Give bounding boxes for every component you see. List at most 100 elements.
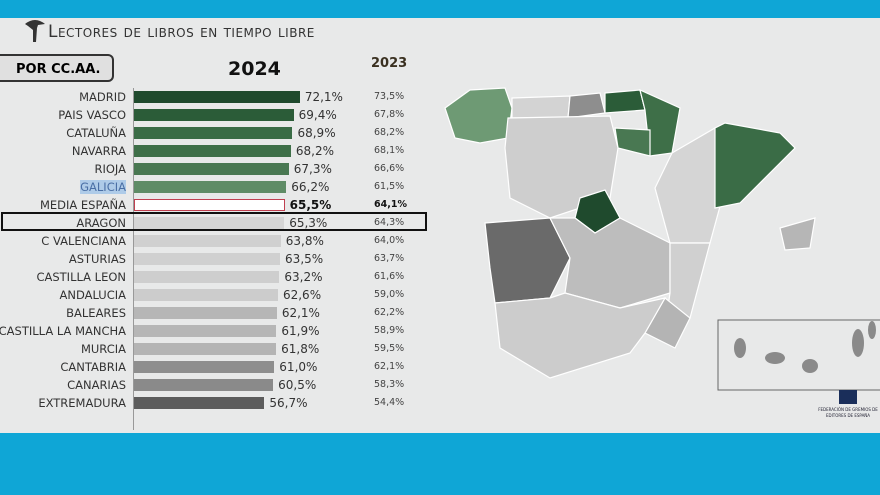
value-2024: 63,2% (284, 270, 323, 284)
bar-2024 (134, 109, 294, 121)
value-2024: 63,8% (285, 234, 324, 248)
value-2024: 63,5% (285, 252, 324, 266)
value-2023: 58,3% (374, 379, 405, 390)
por-ccaa-tab[interactable]: POR CC.AA. (0, 54, 114, 82)
value-2024: 72,1% (304, 90, 343, 104)
bar-2024 (134, 127, 293, 139)
bar-row: NAVARRA 68,2% 68,1% (0, 142, 440, 160)
category-label: EXTREMADURA (38, 396, 126, 410)
value-2023: 62,2% (374, 307, 405, 318)
value-2024: 65,5% (289, 198, 332, 212)
value-2023: 62,1% (374, 361, 405, 372)
category-label: CATALUÑA (66, 126, 126, 140)
map-region-cantabria (567, 92, 606, 119)
logo-text: FEDERACIÓN DE GREMIOS DE EDITORES DE ESP… (818, 407, 878, 418)
spain-map (444, 87, 880, 391)
bar-2024 (134, 289, 278, 301)
bar-2024 (134, 325, 277, 337)
canarias-inset (717, 319, 880, 391)
value-2023: 68,2% (374, 127, 405, 138)
category-label: CASTILLA LA MANCHA (0, 324, 126, 338)
value-2024: 62,6% (282, 288, 322, 302)
value-2024: 69,4% (298, 108, 337, 122)
value-2024: 56,7% (269, 396, 308, 410)
map-region-pais-vasco (604, 89, 646, 114)
category-label: MEDIA ESPAÑA (39, 198, 126, 212)
map-region-rioja (614, 127, 651, 157)
value-2024: 68,9% (297, 126, 336, 140)
value-2023: 68,1% (374, 145, 405, 156)
value-2024: 68,2% (295, 144, 334, 158)
value-2024: 66,2% (291, 180, 330, 194)
map-region-cataluna (714, 122, 796, 209)
bar-axis (133, 88, 134, 430)
value-2024: 67,3% (293, 162, 332, 176)
value-2023: 61,5% (374, 181, 405, 192)
category-label: NAVARRA (71, 144, 126, 158)
bar-row: RIOJA 67,3% 66,6% (0, 160, 440, 178)
bar-row: MADRID 72,1% 73,5% (0, 88, 440, 106)
value-2023: 66,6% (374, 163, 405, 174)
category-label: ASTURIAS (68, 252, 126, 266)
category-label: MURCIA (80, 342, 126, 356)
bar-row: GALICIA 66,2% 61,5% (0, 178, 440, 196)
bar-row: CATALUÑA 68,9% 68,2% (0, 124, 440, 142)
bar-row: PAIS VASCO 69,4% 67,8% (0, 106, 440, 124)
category-label: PAIS VASCO (58, 108, 126, 122)
bar-2024 (134, 271, 280, 283)
value-2023: 67,8% (374, 109, 405, 120)
value-2024: 60,5% (278, 378, 317, 392)
fgee-logo: FEDERACIÓN DE GREMIOS DE EDITORES DE ESP… (816, 390, 880, 419)
tree-logo-icon (25, 20, 45, 42)
value-2023: 64,3% (374, 217, 405, 228)
bar-row: CANTABRIA 61,0% 62,1% (0, 358, 440, 376)
category-label: ARAGON (76, 216, 126, 230)
bar-2024 (134, 379, 274, 391)
media-espana-highlight-box (1, 212, 427, 231)
category-label: RIOJA (94, 162, 127, 176)
screen: Lectores de libros en tiempo libre POR C… (0, 18, 880, 433)
bar-2024 (134, 181, 287, 193)
bar-row: ANDALUCIA 62,6% 59,0% (0, 286, 440, 304)
bar-row: BALEARES 62,1% 62,2% (0, 304, 440, 322)
category-label: CANTABRIA (60, 360, 126, 374)
bar-2024 (134, 361, 275, 373)
bar-2024 (134, 343, 277, 355)
year-2023-header: 2023 (371, 56, 408, 71)
category-label: GALICIA (80, 180, 126, 194)
bar-2024 (134, 199, 285, 211)
value-2023: 59,0% (374, 289, 405, 300)
bar-row: CASTILLA LEON 63,2% 61,6% (0, 268, 440, 286)
bar-row: MURCIA 61,8% 59,5% (0, 340, 440, 358)
value-2024: 61,0% (279, 360, 318, 374)
value-2023: 58,9% (374, 325, 405, 336)
year-2024-header: 2024 (228, 58, 281, 80)
category-label: MADRID (79, 90, 126, 104)
category-label: C VALENCIANA (41, 234, 126, 248)
fgee-logo-icon (839, 390, 857, 404)
bar-2024 (134, 253, 281, 265)
bar-row: EXTREMADURA 56,7% 54,4% (0, 394, 440, 412)
value-2023: 54,4% (374, 397, 405, 408)
bar-row: ASTURIAS 63,5% 63,7% (0, 250, 440, 268)
map-region-andalucia (494, 292, 667, 379)
bar-2024 (134, 217, 285, 229)
category-label: CANARIAS (67, 378, 126, 392)
value-2023: 63,7% (374, 253, 405, 264)
bar-2024 (134, 307, 277, 319)
bar-row: CANARIAS 60,5% 58,3% (0, 376, 440, 394)
bar-row: ARAGON 65,3% 64,3% (0, 214, 440, 232)
bar-row: MEDIA ESPAÑA 65,5% 64,1% (0, 196, 440, 214)
bar-2024 (134, 397, 265, 409)
bar-2024 (134, 163, 289, 175)
map-region-asturias (511, 95, 571, 119)
bar-2024 (134, 145, 291, 157)
bar-row: CASTILLA LA MANCHA 61,9% 58,9% (0, 322, 440, 340)
value-2024: 65,3% (289, 216, 328, 230)
bar-row: C VALENCIANA 63,8% 64,0% (0, 232, 440, 250)
value-2023: 64,0% (374, 235, 405, 246)
category-label: CASTILLA LEON (36, 270, 126, 284)
bar-2024 (134, 91, 300, 103)
value-2024: 61,8% (281, 342, 320, 356)
category-label: BALEARES (66, 306, 126, 320)
